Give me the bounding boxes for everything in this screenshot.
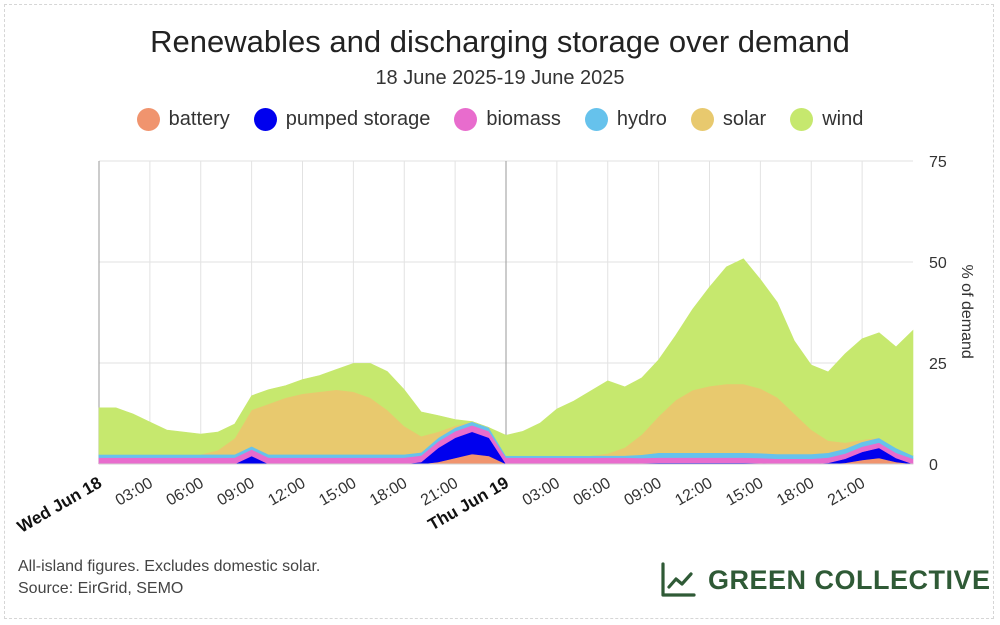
legend-label: biomass: [486, 108, 561, 130]
footnote: All-island figures. Excludes domestic so…: [18, 556, 320, 600]
legend-swatch: [690, 108, 714, 131]
x-tick-label: 12:00: [265, 475, 308, 510]
brand-logo: GREEN COLLECTIVE: [660, 562, 991, 598]
legend-label: battery: [168, 108, 230, 130]
brand-name: GREEN COLLECTIVE: [708, 564, 991, 595]
x-tick-label: 21:00: [825, 475, 868, 510]
legend-swatch: [790, 108, 814, 131]
chart-legend: battery pumped storage biomass hydro solar wi…: [0, 108, 1000, 131]
legend-item-battery[interactable]: battery: [136, 108, 230, 131]
legend-item-hydro[interactable]: hydro: [584, 108, 667, 131]
chart-frame: [4, 4, 994, 619]
legend-swatch: [454, 108, 478, 131]
y-tick-label: 50: [929, 255, 947, 272]
legend-item-wind[interactable]: wind: [790, 108, 863, 131]
x-tick-label: 15:00: [723, 475, 766, 510]
legend-label: solar: [722, 108, 767, 130]
legend-swatch: [136, 108, 160, 131]
y-axis-label: % of demand: [958, 265, 975, 359]
chart-subtitle: 18 June 2025-19 June 2025: [375, 67, 625, 89]
x-tick-label: 06:00: [571, 475, 614, 510]
x-tick-label: 18:00: [774, 475, 817, 510]
x-tick-label: 09:00: [621, 475, 664, 510]
legend-label: hydro: [616, 108, 667, 130]
x-tick-label: 15:00: [316, 475, 359, 510]
x-tick-label: Wed Jun 18: [14, 473, 105, 537]
legend-swatch: [253, 108, 277, 131]
x-tick-label: 06:00: [164, 475, 207, 510]
x-tick-label: 12:00: [672, 475, 715, 510]
legend-item-pumped-storage[interactable]: pumped storage: [253, 108, 431, 131]
y-tick-label: 75: [929, 154, 947, 171]
footnote-source: Source: EirGrid, SEMO: [18, 580, 184, 597]
legend-item-biomass[interactable]: biomass: [454, 108, 561, 131]
line-chart-icon: [661, 562, 696, 597]
x-tick-label: 03:00: [113, 475, 156, 510]
x-tick-label: 09:00: [214, 475, 257, 510]
legend-swatch: [584, 108, 608, 131]
legend-item-solar[interactable]: solar: [690, 108, 767, 131]
footnote-note: All-island figures. Excludes domestic so…: [18, 558, 321, 575]
x-tick-label: 03:00: [520, 475, 563, 510]
y-tick-label: 0: [929, 457, 938, 474]
x-tick-label: 18:00: [367, 475, 410, 510]
chart-title: Renewables and discharging storage over …: [150, 24, 850, 59]
y-tick-label: 25: [929, 356, 947, 373]
legend-label: pumped storage: [285, 108, 431, 130]
legend-label: wind: [822, 108, 864, 130]
area-wind: [98, 258, 914, 456]
